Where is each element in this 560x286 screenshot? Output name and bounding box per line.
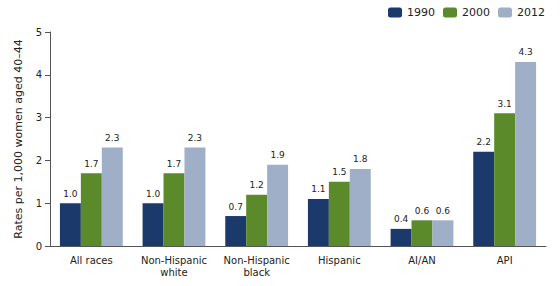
svg-text:1.8: 1.8 xyxy=(353,154,368,164)
svg-text:Hispanic: Hispanic xyxy=(318,255,361,266)
svg-text:1.2: 1.2 xyxy=(250,180,264,190)
svg-text:Non-Hispanic: Non-Hispanic xyxy=(141,255,207,266)
svg-text:2.2: 2.2 xyxy=(477,137,491,147)
svg-text:black: black xyxy=(243,267,270,278)
svg-text:0.6: 0.6 xyxy=(436,206,451,216)
svg-text:2000: 2000 xyxy=(462,6,490,19)
svg-text:0.6: 0.6 xyxy=(415,206,430,216)
svg-text:1.1: 1.1 xyxy=(311,184,325,194)
svg-text:2012: 2012 xyxy=(517,6,545,19)
svg-text:1: 1 xyxy=(36,198,42,209)
svg-text:1.7: 1.7 xyxy=(84,159,98,169)
svg-text:4.3: 4.3 xyxy=(518,47,532,57)
svg-text:0.4: 0.4 xyxy=(394,214,409,224)
svg-text:4: 4 xyxy=(36,69,42,80)
svg-text:2.3: 2.3 xyxy=(105,133,119,143)
svg-text:Rates per 1,000 women aged 40–: Rates per 1,000 women aged 40–44 xyxy=(12,39,25,238)
svg-text:3: 3 xyxy=(36,112,42,123)
svg-text:3.1: 3.1 xyxy=(498,99,512,109)
svg-text:0.7: 0.7 xyxy=(229,202,243,212)
svg-text:1.0: 1.0 xyxy=(146,189,161,199)
svg-text:API: API xyxy=(497,255,513,266)
svg-text:1.7: 1.7 xyxy=(167,159,181,169)
svg-text:1.5: 1.5 xyxy=(332,167,346,177)
svg-text:5: 5 xyxy=(36,27,42,38)
svg-text:white: white xyxy=(160,267,187,278)
svg-text:Non-Hispanic: Non-Hispanic xyxy=(224,255,290,266)
svg-text:1.9: 1.9 xyxy=(270,150,285,160)
svg-text:1.0: 1.0 xyxy=(63,189,78,199)
svg-text:0: 0 xyxy=(36,241,42,252)
svg-text:AI/AN: AI/AN xyxy=(408,255,435,266)
svg-text:2.3: 2.3 xyxy=(188,133,202,143)
svg-text:All races: All races xyxy=(70,255,113,266)
svg-text:1990: 1990 xyxy=(407,6,435,19)
svg-text:2: 2 xyxy=(36,155,42,166)
